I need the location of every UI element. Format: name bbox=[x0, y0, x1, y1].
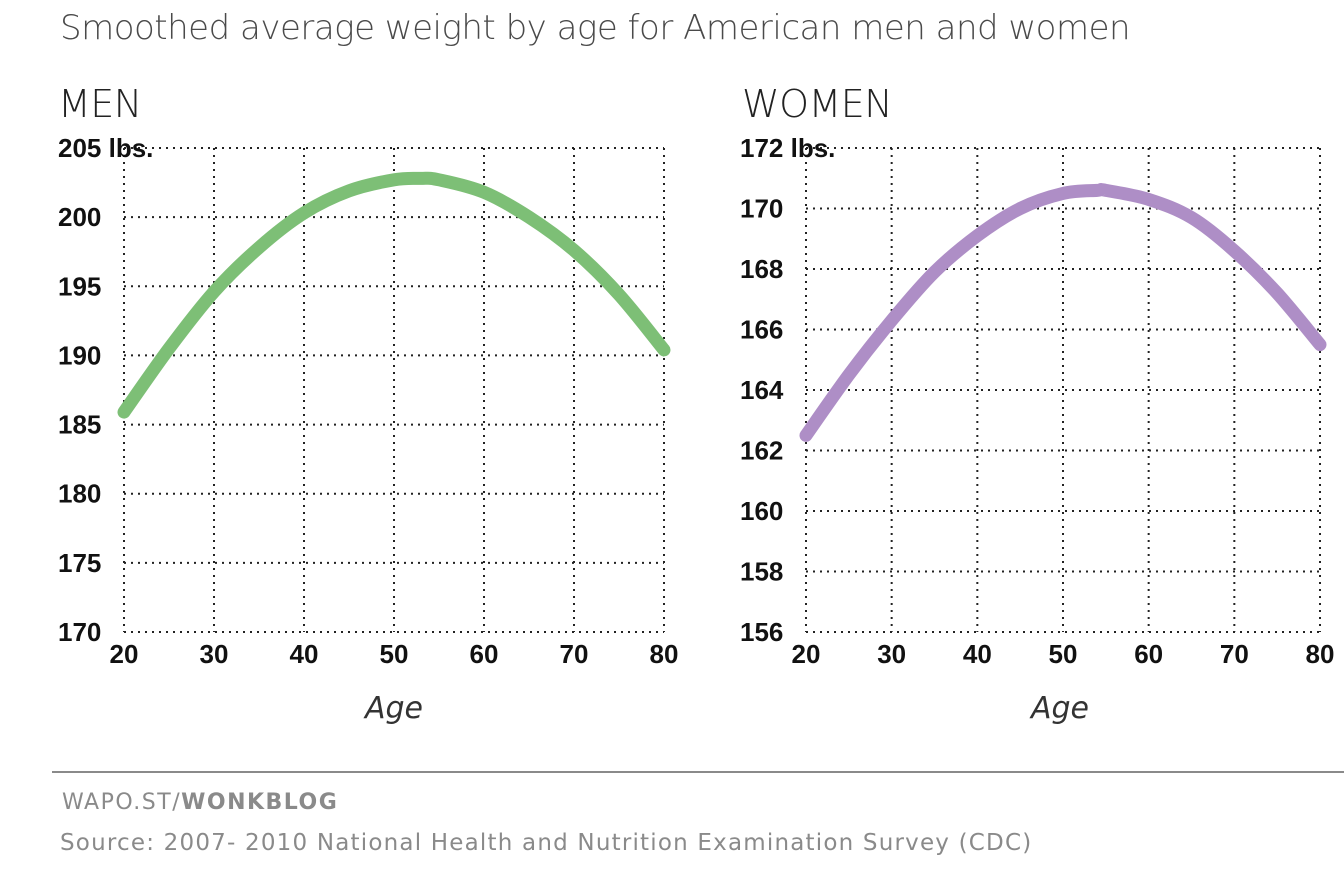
women-ytick-8: 172 lbs. bbox=[740, 133, 835, 163]
credit-bold: WONKBLOG bbox=[181, 790, 339, 815]
men-xtick-2: 40 bbox=[290, 639, 319, 669]
women-xlabel: Age bbox=[1029, 691, 1089, 726]
women-chart: 156 158 160 162 164 166 168 170 172 lbs. 20 30 40 50… bbox=[740, 133, 1334, 726]
men-ytick-6: 200 bbox=[58, 202, 101, 232]
women-ytick-4: 164 bbox=[740, 375, 784, 405]
footer-source: Source: 2007- 2010 National Health and N… bbox=[60, 830, 1033, 856]
men-xtick-5: 70 bbox=[560, 639, 589, 669]
men-xtick-4: 60 bbox=[470, 639, 499, 669]
women-xtick-2: 40 bbox=[963, 639, 992, 669]
women-ytick-5: 166 bbox=[740, 315, 783, 345]
women-xtick-4: 60 bbox=[1134, 639, 1163, 669]
women-xtick-5: 70 bbox=[1220, 639, 1249, 669]
men-xtick-0: 20 bbox=[110, 639, 139, 669]
women-xtick-3: 50 bbox=[1049, 639, 1078, 669]
footer-credit: WAPO.ST/WONKBLOG bbox=[62, 790, 338, 815]
men-xtick-1: 30 bbox=[200, 639, 229, 669]
women-ytick-2: 160 bbox=[740, 496, 783, 526]
women-xtick-0: 20 bbox=[792, 639, 821, 669]
women-ytick-6: 168 bbox=[740, 254, 783, 284]
women-ytick-7: 170 bbox=[740, 194, 783, 224]
men-ytick-3: 185 bbox=[58, 410, 101, 440]
men-ytick-0: 170 bbox=[58, 617, 101, 647]
women-panel-title: WOMEN bbox=[742, 82, 893, 126]
women-xtick-1: 30 bbox=[877, 639, 906, 669]
men-ytick-5: 195 bbox=[58, 271, 101, 301]
footer-divider bbox=[52, 771, 1344, 773]
women-ytick-1: 158 bbox=[740, 557, 783, 587]
figure-title: Smoothed average weight by age for Ameri… bbox=[60, 8, 1131, 48]
women-series-line-0 bbox=[799, 183, 1327, 442]
men-ytick-7: 205 lbs. bbox=[58, 133, 153, 163]
men-panel-title: MEN bbox=[58, 82, 142, 126]
women-ytick-3: 162 bbox=[740, 436, 783, 466]
women-ytick-0: 156 bbox=[740, 617, 783, 647]
men-series-line-0 bbox=[117, 171, 671, 419]
men-ytick-2: 180 bbox=[58, 479, 101, 509]
credit-prefix: WAPO.ST/ bbox=[62, 790, 182, 815]
men-ytick-1: 175 bbox=[58, 548, 101, 578]
men-xtick-3: 50 bbox=[380, 639, 409, 669]
men-chart: 170 175 180 185 190 195 200 205 lbs. 20 30 40 50 60 7… bbox=[58, 133, 678, 726]
men-ytick-4: 190 bbox=[58, 340, 101, 370]
women-xtick-6: 80 bbox=[1306, 639, 1335, 669]
men-xtick-6: 80 bbox=[650, 639, 679, 669]
men-xlabel: Age bbox=[363, 691, 423, 726]
